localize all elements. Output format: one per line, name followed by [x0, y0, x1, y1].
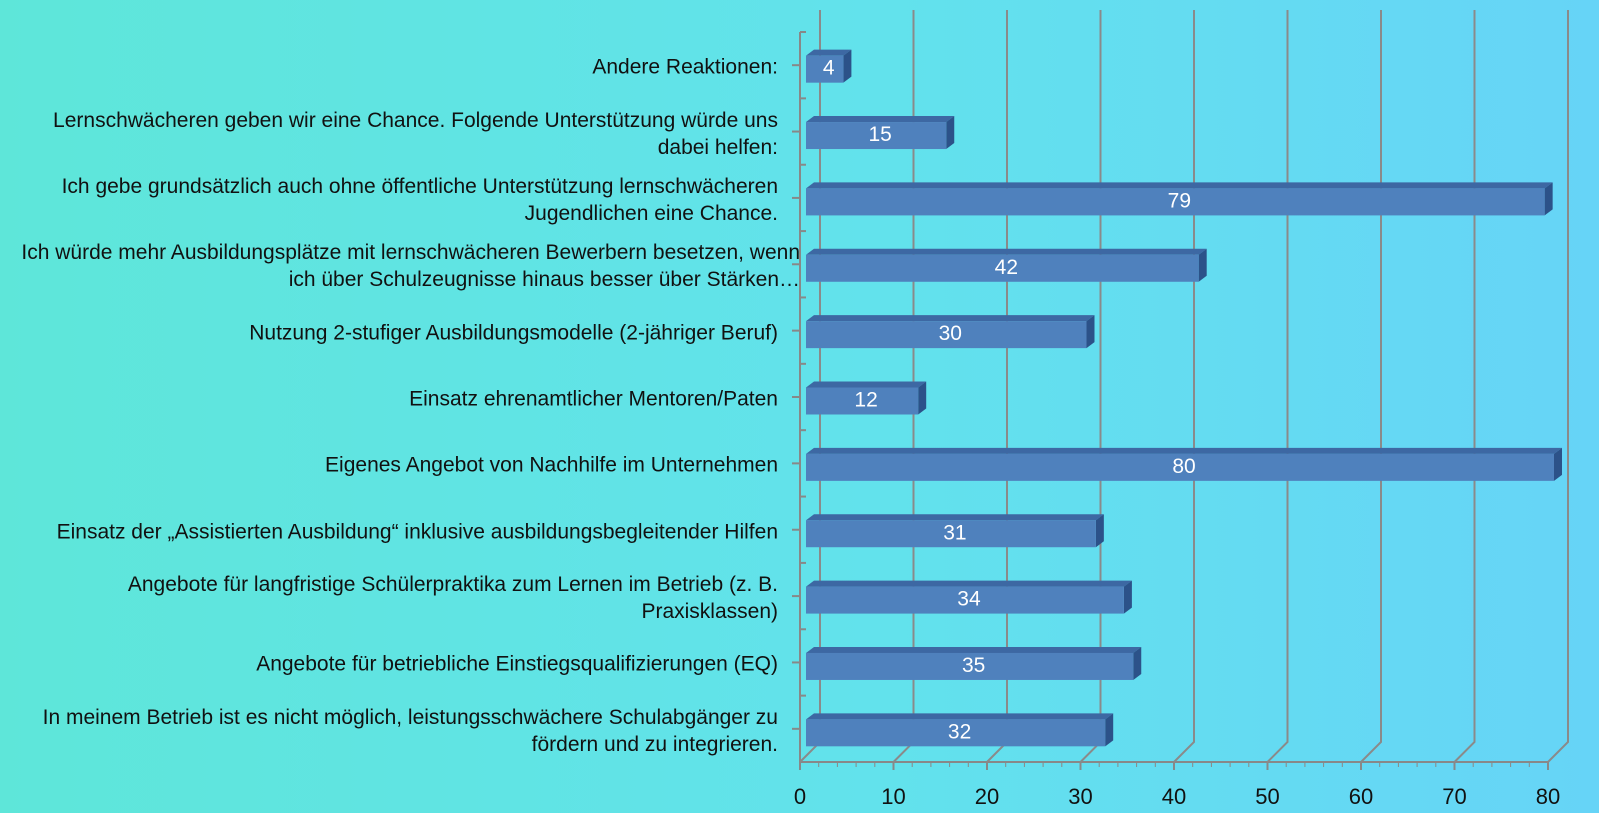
data-label: 79	[1168, 189, 1191, 212]
category-label: Ich gebe grundsätzlich auch ohne öffentl…	[61, 174, 778, 225]
data-label: 32	[948, 720, 971, 743]
category-label: Angebote für langfristige Schülerpraktik…	[127, 573, 778, 624]
x-tick-label: 80	[1536, 784, 1560, 809]
category-label: Lernschwächeren geben wir eine Chance. F…	[53, 108, 778, 159]
data-label: 15	[868, 123, 891, 146]
bar-side	[1554, 447, 1562, 481]
grid-line	[1547, 10, 1569, 763]
bar-top	[806, 49, 852, 56]
bar-top	[806, 580, 1132, 587]
bar-side	[1095, 514, 1104, 548]
data-label: 4	[823, 57, 835, 80]
bar	[806, 586, 1124, 614]
bar	[806, 387, 919, 415]
bar-side	[1123, 580, 1132, 614]
x-tick-label: 10	[881, 784, 905, 809]
data-label: 34	[957, 588, 981, 611]
data-label: 31	[943, 521, 966, 544]
grid-line	[1173, 10, 1195, 763]
x-tick-label: 20	[975, 784, 999, 809]
data-label: 12	[854, 389, 877, 412]
category-label: Einsatz ehrenamtlicher Mentoren/Paten	[409, 387, 778, 411]
bar	[806, 520, 1096, 548]
bar-side	[1105, 713, 1114, 747]
bar	[806, 652, 1134, 680]
x-tick-label: 0	[794, 784, 806, 809]
x-tick-label: 40	[1162, 784, 1186, 809]
bar-side	[1133, 646, 1142, 680]
x-tick-label: 50	[1255, 784, 1279, 809]
x-tick-label: 70	[1442, 784, 1466, 809]
bar-top	[806, 646, 1142, 653]
x-tick-label: 30	[1068, 784, 1092, 809]
bar-top	[806, 713, 1114, 720]
bar	[806, 321, 1087, 349]
data-label: 42	[995, 256, 1018, 279]
bar	[806, 122, 947, 150]
bar-side	[1086, 315, 1095, 349]
category-label: Eigenes Angebot von Nachhilfe im Unterne…	[325, 453, 778, 477]
bar-side	[946, 116, 955, 150]
bar	[806, 254, 1199, 282]
bar	[806, 55, 844, 83]
grid-line	[1453, 10, 1476, 763]
bar-side	[1198, 248, 1207, 282]
grid-line	[1266, 10, 1289, 763]
category-label: Nutzung 2-stufiger Ausbildungsmodelle (2…	[249, 321, 778, 345]
category-label: Andere Reaktionen:	[592, 55, 778, 79]
bar-top	[806, 315, 1095, 322]
bar-top	[806, 116, 955, 123]
data-label: 30	[939, 322, 962, 345]
category-label: In meinem Betrieb ist es nicht möglich, …	[42, 705, 778, 756]
bar-top	[806, 514, 1104, 521]
data-label: 80	[1172, 455, 1195, 478]
bar-top	[806, 381, 927, 388]
category-label: Ich würde mehr Ausbildungsplätze mit ler…	[21, 241, 800, 292]
category-label: Einsatz der „Assistierten Ausbildung“ in…	[56, 520, 778, 544]
bar-top	[806, 447, 1562, 454]
category-label: Angebote für betriebliche Einstiegsquali…	[256, 652, 778, 676]
data-label: 35	[962, 654, 985, 677]
bar-top	[806, 182, 1553, 189]
bar	[806, 188, 1545, 216]
bar	[806, 719, 1106, 747]
x-tick-label: 60	[1349, 784, 1373, 809]
bar-side	[1544, 182, 1553, 216]
bar-side	[843, 49, 852, 83]
bar-side	[918, 381, 927, 415]
bar-top	[806, 248, 1207, 255]
bar	[806, 453, 1554, 481]
grid-line	[1360, 10, 1382, 763]
